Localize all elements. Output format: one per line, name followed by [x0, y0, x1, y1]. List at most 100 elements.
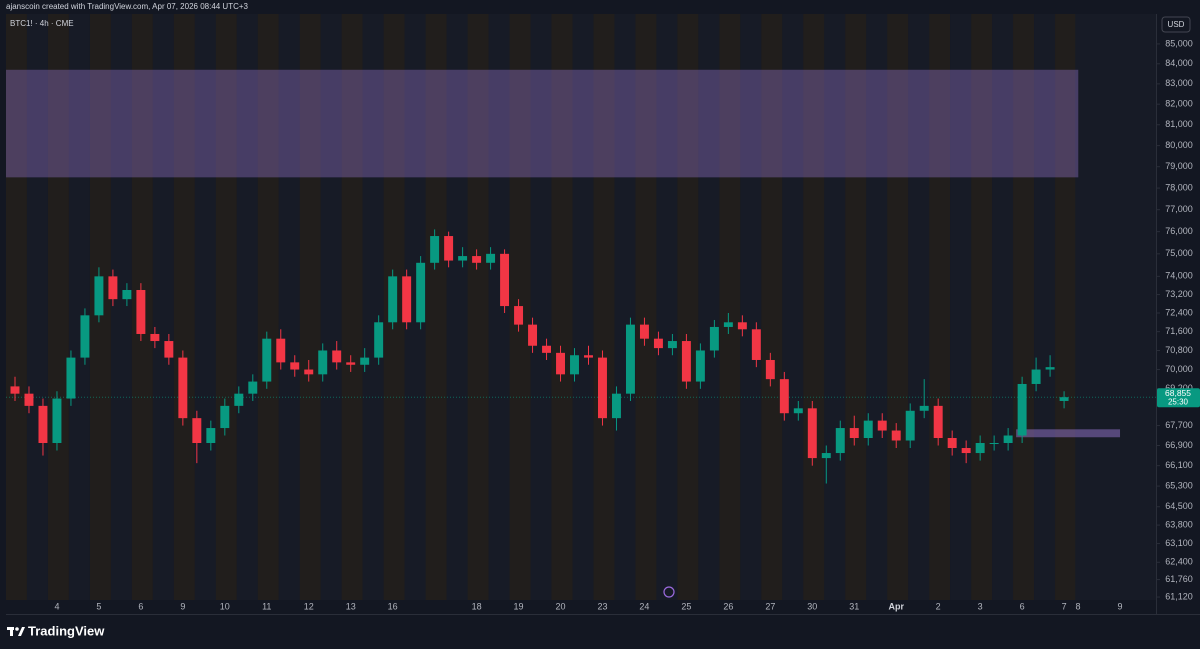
brand: TradingView: [28, 623, 105, 638]
session-band: [908, 14, 930, 600]
zone: [6, 69, 1079, 178]
session-band: [635, 14, 657, 600]
candle-body: [472, 256, 482, 263]
price-label-box: [1157, 388, 1200, 408]
y-tick-label: 70,800: [1165, 345, 1193, 355]
x-tick-label: 31: [849, 601, 859, 611]
candle-body: [821, 453, 831, 459]
session-band: [719, 14, 741, 600]
session-band: [173, 14, 195, 600]
session-band: [845, 14, 867, 600]
session-band: [1013, 14, 1035, 600]
currency-box[interactable]: [1161, 16, 1191, 33]
x-tick-label: 7: [1062, 601, 1067, 611]
y-tick-label: 61,120: [1165, 591, 1193, 601]
session-band: [110, 14, 132, 600]
session-band: [572, 14, 594, 600]
x-tick-label: 10: [220, 601, 230, 611]
session-band: [341, 14, 363, 600]
candle-body: [975, 442, 985, 454]
session-band: [362, 14, 384, 600]
candle-body: [80, 315, 90, 358]
logo-slash: [18, 627, 25, 636]
session-band: [47, 14, 69, 600]
price-scale: [1156, 14, 1200, 614]
candle-body: [681, 341, 691, 382]
x-tick-label: 3: [978, 601, 983, 611]
candle-body: [514, 306, 524, 325]
candle-body: [10, 386, 20, 394]
y-tick-label: 64,500: [1165, 501, 1193, 511]
candle-body: [556, 352, 565, 375]
x-tick-label: 20: [556, 601, 566, 611]
session-band: [194, 14, 216, 600]
candle-body: [793, 408, 803, 414]
y-tick-label: 81,000: [1165, 119, 1193, 129]
x-tick-label: 30: [807, 601, 817, 611]
session-band: [215, 14, 237, 600]
session-band: [971, 14, 993, 600]
logo: [7, 627, 25, 636]
x-tick-label: 19: [514, 601, 524, 611]
y-tick-label: 82,000: [1165, 99, 1193, 109]
candle-body: [486, 253, 496, 263]
x-tick-label: 6: [1020, 601, 1025, 611]
y-tick-label: 80,000: [1165, 140, 1193, 150]
session-band: [299, 14, 321, 600]
x-tick-label: 26: [723, 601, 733, 611]
x-tick-label: 2: [936, 601, 941, 611]
countdown: 25:30: [1168, 397, 1189, 406]
session-band: [761, 14, 783, 600]
session-band: [68, 14, 90, 600]
x-tick-label: 9: [1118, 601, 1123, 611]
x-tick-label: 6: [138, 601, 143, 611]
x-tick-label: Apr: [888, 601, 904, 611]
y-tick-label: 79,000: [1165, 161, 1193, 171]
y-tick-label: 72,400: [1165, 307, 1193, 317]
candle-body: [765, 359, 775, 380]
candle-body: [24, 393, 34, 406]
y-tick-label: 75,000: [1165, 248, 1193, 258]
session-band: [593, 14, 615, 600]
symbol: BTC1! · 4h · CME: [10, 19, 74, 28]
candle-body: [542, 345, 552, 353]
session-band: [257, 14, 279, 600]
candle-body: [220, 405, 230, 429]
candle-body: [919, 405, 929, 411]
x-tick-label: 4: [54, 601, 59, 611]
candle-body: [192, 418, 202, 443]
session-band: [656, 14, 678, 600]
candle-body: [52, 398, 62, 443]
x-tick-label: 25: [681, 601, 691, 611]
candle-body: [304, 369, 314, 375]
zone: [1016, 429, 1121, 438]
candle-body: [625, 324, 635, 394]
session-band: [152, 14, 174, 600]
event-icon[interactable]: [663, 586, 675, 598]
currency[interactable]: USD: [1168, 20, 1185, 29]
candle-body: [276, 338, 286, 363]
candle-body: [122, 289, 132, 300]
y-tick-label: 85,000: [1165, 38, 1193, 48]
candle-body: [248, 381, 258, 394]
candle-body: [779, 379, 789, 414]
candle-body: [989, 442, 999, 444]
y-tick-label: 83,000: [1165, 78, 1193, 88]
candle-body: [1003, 435, 1013, 443]
session-band: [467, 14, 489, 600]
candle-body: [458, 256, 468, 261]
candle-body: [598, 357, 607, 419]
y-tick-label: 65,300: [1165, 480, 1193, 490]
x-tick-label: 16: [388, 601, 398, 611]
candle-body: [835, 428, 845, 454]
candle-body: [807, 408, 817, 459]
session-band: [530, 14, 552, 600]
candle-body: [961, 448, 971, 454]
candle-body: [947, 437, 957, 449]
candle-body: [206, 428, 216, 443]
session-band: [740, 14, 762, 600]
candle-body: [500, 253, 510, 307]
x-tick-label: 24: [639, 601, 649, 611]
candle-body: [849, 428, 859, 438]
